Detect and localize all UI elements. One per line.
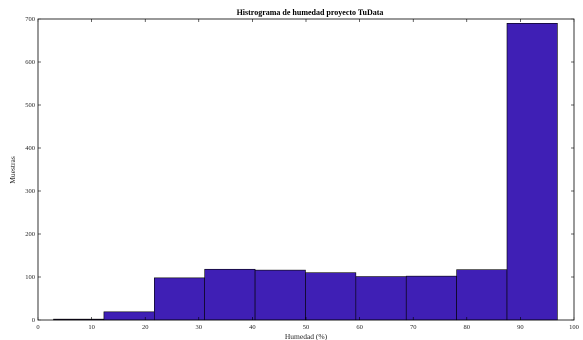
x-tick-label: 60 (356, 324, 363, 331)
y-tick-label: 0 (32, 317, 35, 324)
y-tick-label: 300 (25, 188, 35, 195)
y-tick-label: 600 (25, 59, 35, 66)
y-tick-label: 500 (25, 102, 35, 109)
y-tick-label: 400 (25, 145, 35, 152)
y-tick-label: 100 (25, 274, 35, 281)
x-tick-label: 20 (142, 324, 149, 331)
histogram-bar-5 (254, 269, 306, 321)
x-tick-label: 70 (410, 324, 417, 331)
bars-group (53, 22, 558, 321)
x-tick-label: 10 (88, 324, 95, 331)
x-tick-label: 30 (196, 324, 203, 331)
histogram-bar-8 (405, 275, 457, 321)
x-axis-label: Humedad (%) (285, 332, 328, 340)
histogram-bar-3 (154, 277, 205, 321)
x-tick-label: 90 (517, 324, 524, 331)
histogram-bar-10 (506, 22, 558, 321)
x-tick-label: 80 (464, 324, 471, 331)
x-tick-label: 0 (36, 324, 39, 331)
histogram-bar-4 (204, 268, 256, 321)
x-tick-label: 100 (569, 324, 579, 331)
x-axis-ticks: 0 10 20 30 40 50 60 70 80 90 100 (36, 19, 579, 331)
y-axis-ticks: 0 100 200 300 400 500 600 700 (25, 16, 574, 324)
x-tick-label: 50 (303, 324, 310, 331)
x-tick-label: 40 (249, 324, 256, 331)
chart-title: Histrograma de humedad proyecto TuData (237, 8, 384, 17)
y-axis-label: Muestras (8, 156, 17, 184)
histogram-bar-2 (103, 311, 155, 321)
histogram-bar-9 (456, 269, 508, 321)
histogram-bar-7 (355, 276, 407, 321)
y-tick-label: 700 (25, 16, 35, 23)
y-tick-label: 200 (25, 231, 35, 238)
histogram-bar-6 (305, 272, 357, 321)
